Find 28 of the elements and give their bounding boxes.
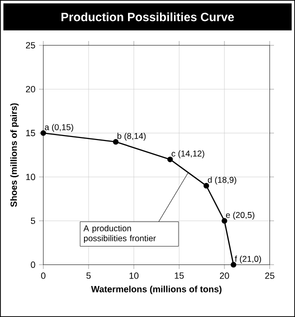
y-tick-label: 0 [30,262,36,268]
y-tick-label: 25 [26,42,36,48]
y-tick-label: 5 [30,218,36,224]
annotation: b (8,14) [117,132,146,141]
point [204,182,210,189]
x-tick-label: 25 [265,272,274,279]
annotation: c (14,12) [172,150,204,158]
x-axis-title: Watermelons (millions of tons) [91,286,222,294]
x-tick-label: 5 [86,272,91,279]
point [40,130,46,136]
annotation: A production possibilities frontier [83,225,156,243]
y-tick-label: 15 [26,130,36,136]
point [222,218,228,224]
x-tick-label: 15 [174,272,184,279]
y-axis-title: Shoes (millions of pairs) [10,103,19,207]
annotation: d (18,9) [208,176,236,185]
point [230,262,236,268]
x-tick-label: 10 [130,272,138,279]
y-tick-label: 10 [26,174,36,180]
x-tick-label: 20 [220,272,230,279]
point [112,139,119,145]
annotation: f (21,0) [234,256,261,264]
point [167,156,173,162]
chart-title: Production Possibilities Curve [62,12,234,22]
y-tick-label: 20 [26,86,36,92]
annotation: e (20,5) [226,212,254,220]
x-tick-label: 0 [41,272,46,279]
annotation: a (0,15) [44,124,74,132]
